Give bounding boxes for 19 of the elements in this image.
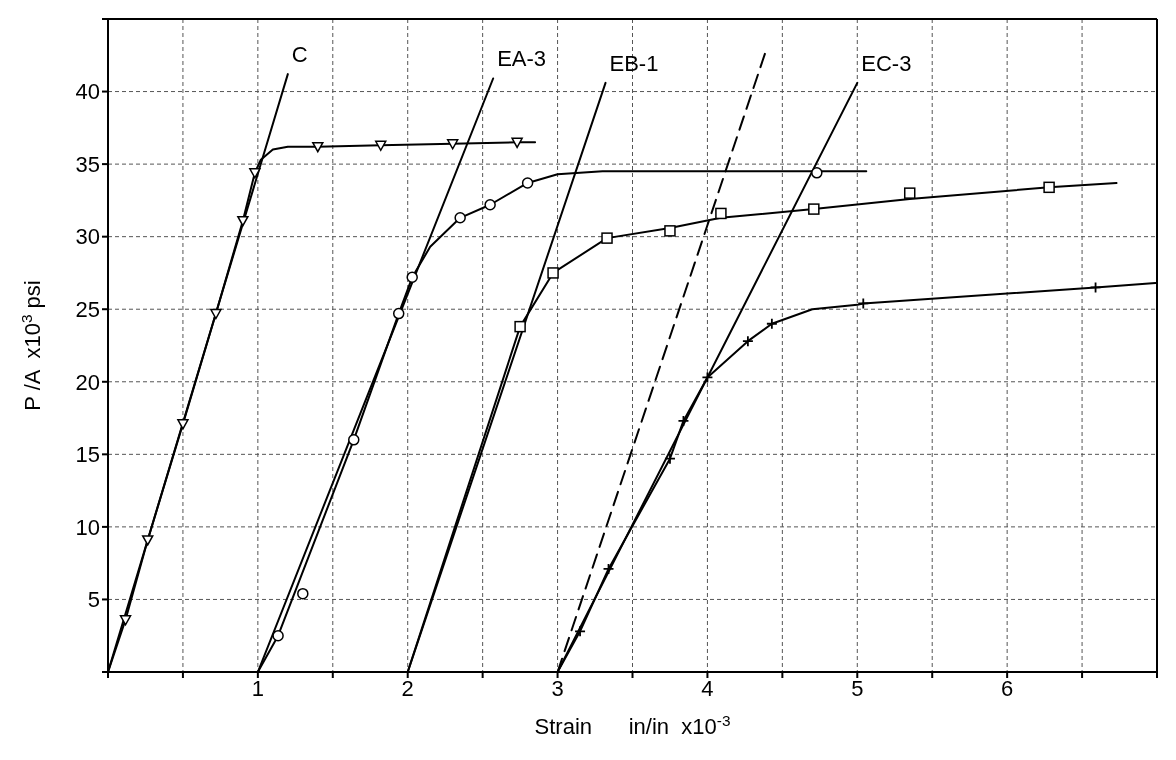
y-tick-label: 10 bbox=[75, 514, 100, 540]
x-tick-label: 4 bbox=[701, 675, 714, 701]
series-label: C bbox=[291, 42, 308, 68]
y-tick-label: 40 bbox=[75, 79, 100, 105]
y-tick-label: 35 bbox=[75, 151, 100, 177]
series-label: EB-1 bbox=[609, 50, 659, 76]
x-tick-label: 3 bbox=[551, 675, 564, 701]
x-tick-label: 1 bbox=[251, 675, 264, 701]
x-tick-label: 6 bbox=[1001, 675, 1014, 701]
x-tick-label: 5 bbox=[851, 675, 864, 701]
x-axis-title: Strain in/in x10$^{-3}$ bbox=[534, 711, 731, 739]
series-label: EC-3 bbox=[861, 50, 912, 76]
x-tick-label: 2 bbox=[401, 675, 414, 701]
y-tick-label: 25 bbox=[75, 297, 100, 323]
y-tick-label: 5 bbox=[87, 587, 100, 613]
series-label: EA-3 bbox=[497, 46, 547, 72]
y-tick-label: 15 bbox=[75, 442, 100, 468]
y-tick-label: 30 bbox=[75, 224, 100, 250]
y-tick-label: 20 bbox=[75, 369, 100, 395]
